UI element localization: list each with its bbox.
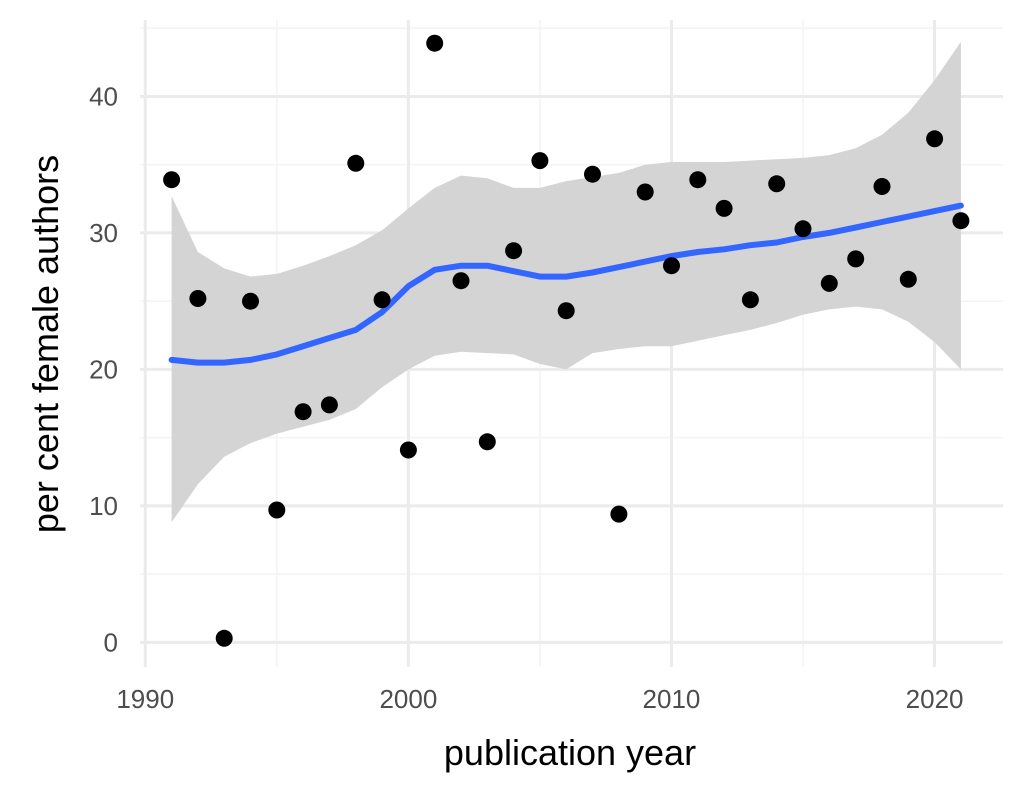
data-point <box>820 274 838 292</box>
data-point <box>215 629 233 647</box>
data-point <box>452 272 470 290</box>
y-axis-ticks: 0 10 20 30 40 <box>89 81 118 657</box>
data-point <box>268 501 286 519</box>
data-point <box>531 152 549 170</box>
data-point <box>505 242 523 260</box>
data-point <box>952 212 970 230</box>
data-point <box>373 291 391 309</box>
y-tick-label: 20 <box>89 354 118 384</box>
y-tick-label: 30 <box>89 218 118 248</box>
data-point <box>163 171 181 189</box>
data-point <box>426 34 444 52</box>
y-axis-title: per cent female authors <box>25 155 66 533</box>
data-point <box>741 291 759 309</box>
confidence-band-layer <box>171 41 961 523</box>
data-point <box>636 183 654 201</box>
x-tick-label: 2010 <box>643 684 701 714</box>
confidence-band <box>171 41 961 523</box>
x-tick-label: 2000 <box>379 684 437 714</box>
data-point <box>689 171 707 189</box>
smooth-trend-line <box>168 202 964 366</box>
data-point <box>610 505 628 523</box>
data-point <box>320 396 338 414</box>
data-point <box>873 178 891 195</box>
smooth-line-layer <box>168 202 964 366</box>
y-tick-label: 10 <box>89 491 118 521</box>
x-tick-label: 2020 <box>906 684 964 714</box>
data-point <box>189 290 207 307</box>
data-point <box>557 302 575 320</box>
x-tick-label: 1990 <box>116 684 174 714</box>
data-points-layer <box>163 34 970 647</box>
data-point <box>794 220 812 238</box>
data-point <box>926 130 944 148</box>
data-point <box>899 270 917 288</box>
y-tick-label: 0 <box>104 627 118 657</box>
data-point <box>847 250 865 268</box>
data-point <box>663 257 680 275</box>
data-point <box>399 441 417 459</box>
data-point <box>347 154 365 172</box>
y-tick-label: 40 <box>89 81 118 111</box>
data-point <box>478 433 496 451</box>
data-point <box>715 199 733 217</box>
data-point <box>294 403 312 421</box>
x-axis-title: publication year <box>444 732 696 773</box>
x-axis-ticks: 1990 2000 2010 2020 <box>116 684 963 714</box>
data-point <box>768 175 786 193</box>
data-point <box>584 165 601 183</box>
data-point <box>242 292 259 310</box>
